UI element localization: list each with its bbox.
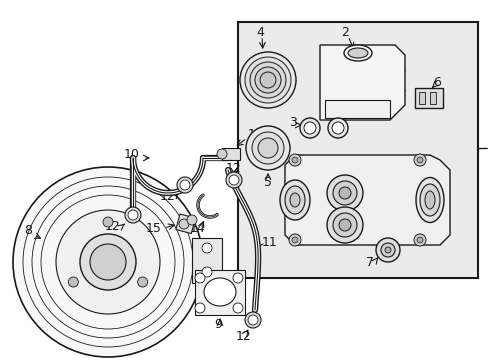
Text: 7: 7 [365,256,373,269]
Circle shape [331,122,343,134]
Bar [418,92,424,104]
Circle shape [217,149,226,159]
Ellipse shape [285,186,305,214]
Bar [429,92,435,104]
Circle shape [384,247,390,253]
Circle shape [125,207,141,223]
Circle shape [251,132,284,164]
Circle shape [380,243,394,257]
Circle shape [254,67,281,93]
Circle shape [288,154,301,166]
Circle shape [180,180,190,190]
Circle shape [195,273,204,283]
Text: 4: 4 [256,26,264,39]
Text: 15: 15 [146,221,162,234]
Circle shape [232,303,243,313]
Ellipse shape [419,184,439,216]
Text: 12: 12 [236,329,251,342]
Text: 13: 13 [247,129,263,141]
Circle shape [413,234,425,246]
Text: 9: 9 [214,319,222,332]
Ellipse shape [347,48,367,58]
Circle shape [299,118,319,138]
Ellipse shape [424,191,434,209]
Circle shape [291,237,297,243]
Circle shape [288,234,301,246]
Circle shape [416,237,422,243]
Bar [192,238,222,283]
Circle shape [375,238,399,262]
Text: 3: 3 [288,116,296,129]
Text: 12: 12 [159,189,175,202]
Circle shape [332,181,356,205]
Circle shape [338,187,350,199]
Circle shape [326,175,362,211]
Circle shape [186,215,197,225]
Bar [222,148,240,160]
Ellipse shape [415,177,443,222]
Circle shape [232,273,243,283]
Circle shape [249,62,285,98]
Text: —1: —1 [483,141,488,154]
Text: 11: 11 [262,235,277,248]
Circle shape [258,138,278,158]
Circle shape [225,172,242,188]
Circle shape [202,267,212,277]
Circle shape [327,118,347,138]
Circle shape [137,277,147,287]
Bar [238,22,477,278]
Circle shape [247,315,258,325]
Circle shape [56,210,160,314]
Bar [176,214,195,234]
Polygon shape [285,155,449,245]
Text: 6: 6 [432,76,440,89]
Circle shape [338,219,350,231]
Circle shape [202,243,212,253]
Text: 14: 14 [190,221,205,234]
Circle shape [244,312,261,328]
Ellipse shape [343,45,371,61]
Text: 2: 2 [340,26,348,39]
Circle shape [228,175,239,185]
Circle shape [80,234,136,290]
Circle shape [245,126,289,170]
Circle shape [291,157,297,163]
Circle shape [413,154,425,166]
Text: 12: 12 [225,162,242,175]
Ellipse shape [289,193,299,207]
Circle shape [103,217,113,227]
Text: 5: 5 [264,175,271,189]
Text: 10: 10 [124,148,140,162]
Text: 8: 8 [24,224,32,237]
Circle shape [90,244,126,280]
Ellipse shape [280,180,309,220]
Bar [325,100,389,118]
Circle shape [179,219,189,229]
Circle shape [416,157,422,163]
Circle shape [13,167,203,357]
Polygon shape [319,45,404,120]
Circle shape [244,57,290,103]
Circle shape [332,213,356,237]
Bar [414,88,442,108]
Circle shape [68,277,78,287]
Circle shape [326,207,362,243]
Circle shape [177,177,193,193]
Circle shape [304,122,315,134]
Circle shape [240,52,295,108]
Circle shape [195,303,204,313]
Text: 12: 12 [104,220,120,233]
Circle shape [260,72,275,88]
Circle shape [128,210,138,220]
Bar [195,270,244,315]
Ellipse shape [203,278,236,306]
